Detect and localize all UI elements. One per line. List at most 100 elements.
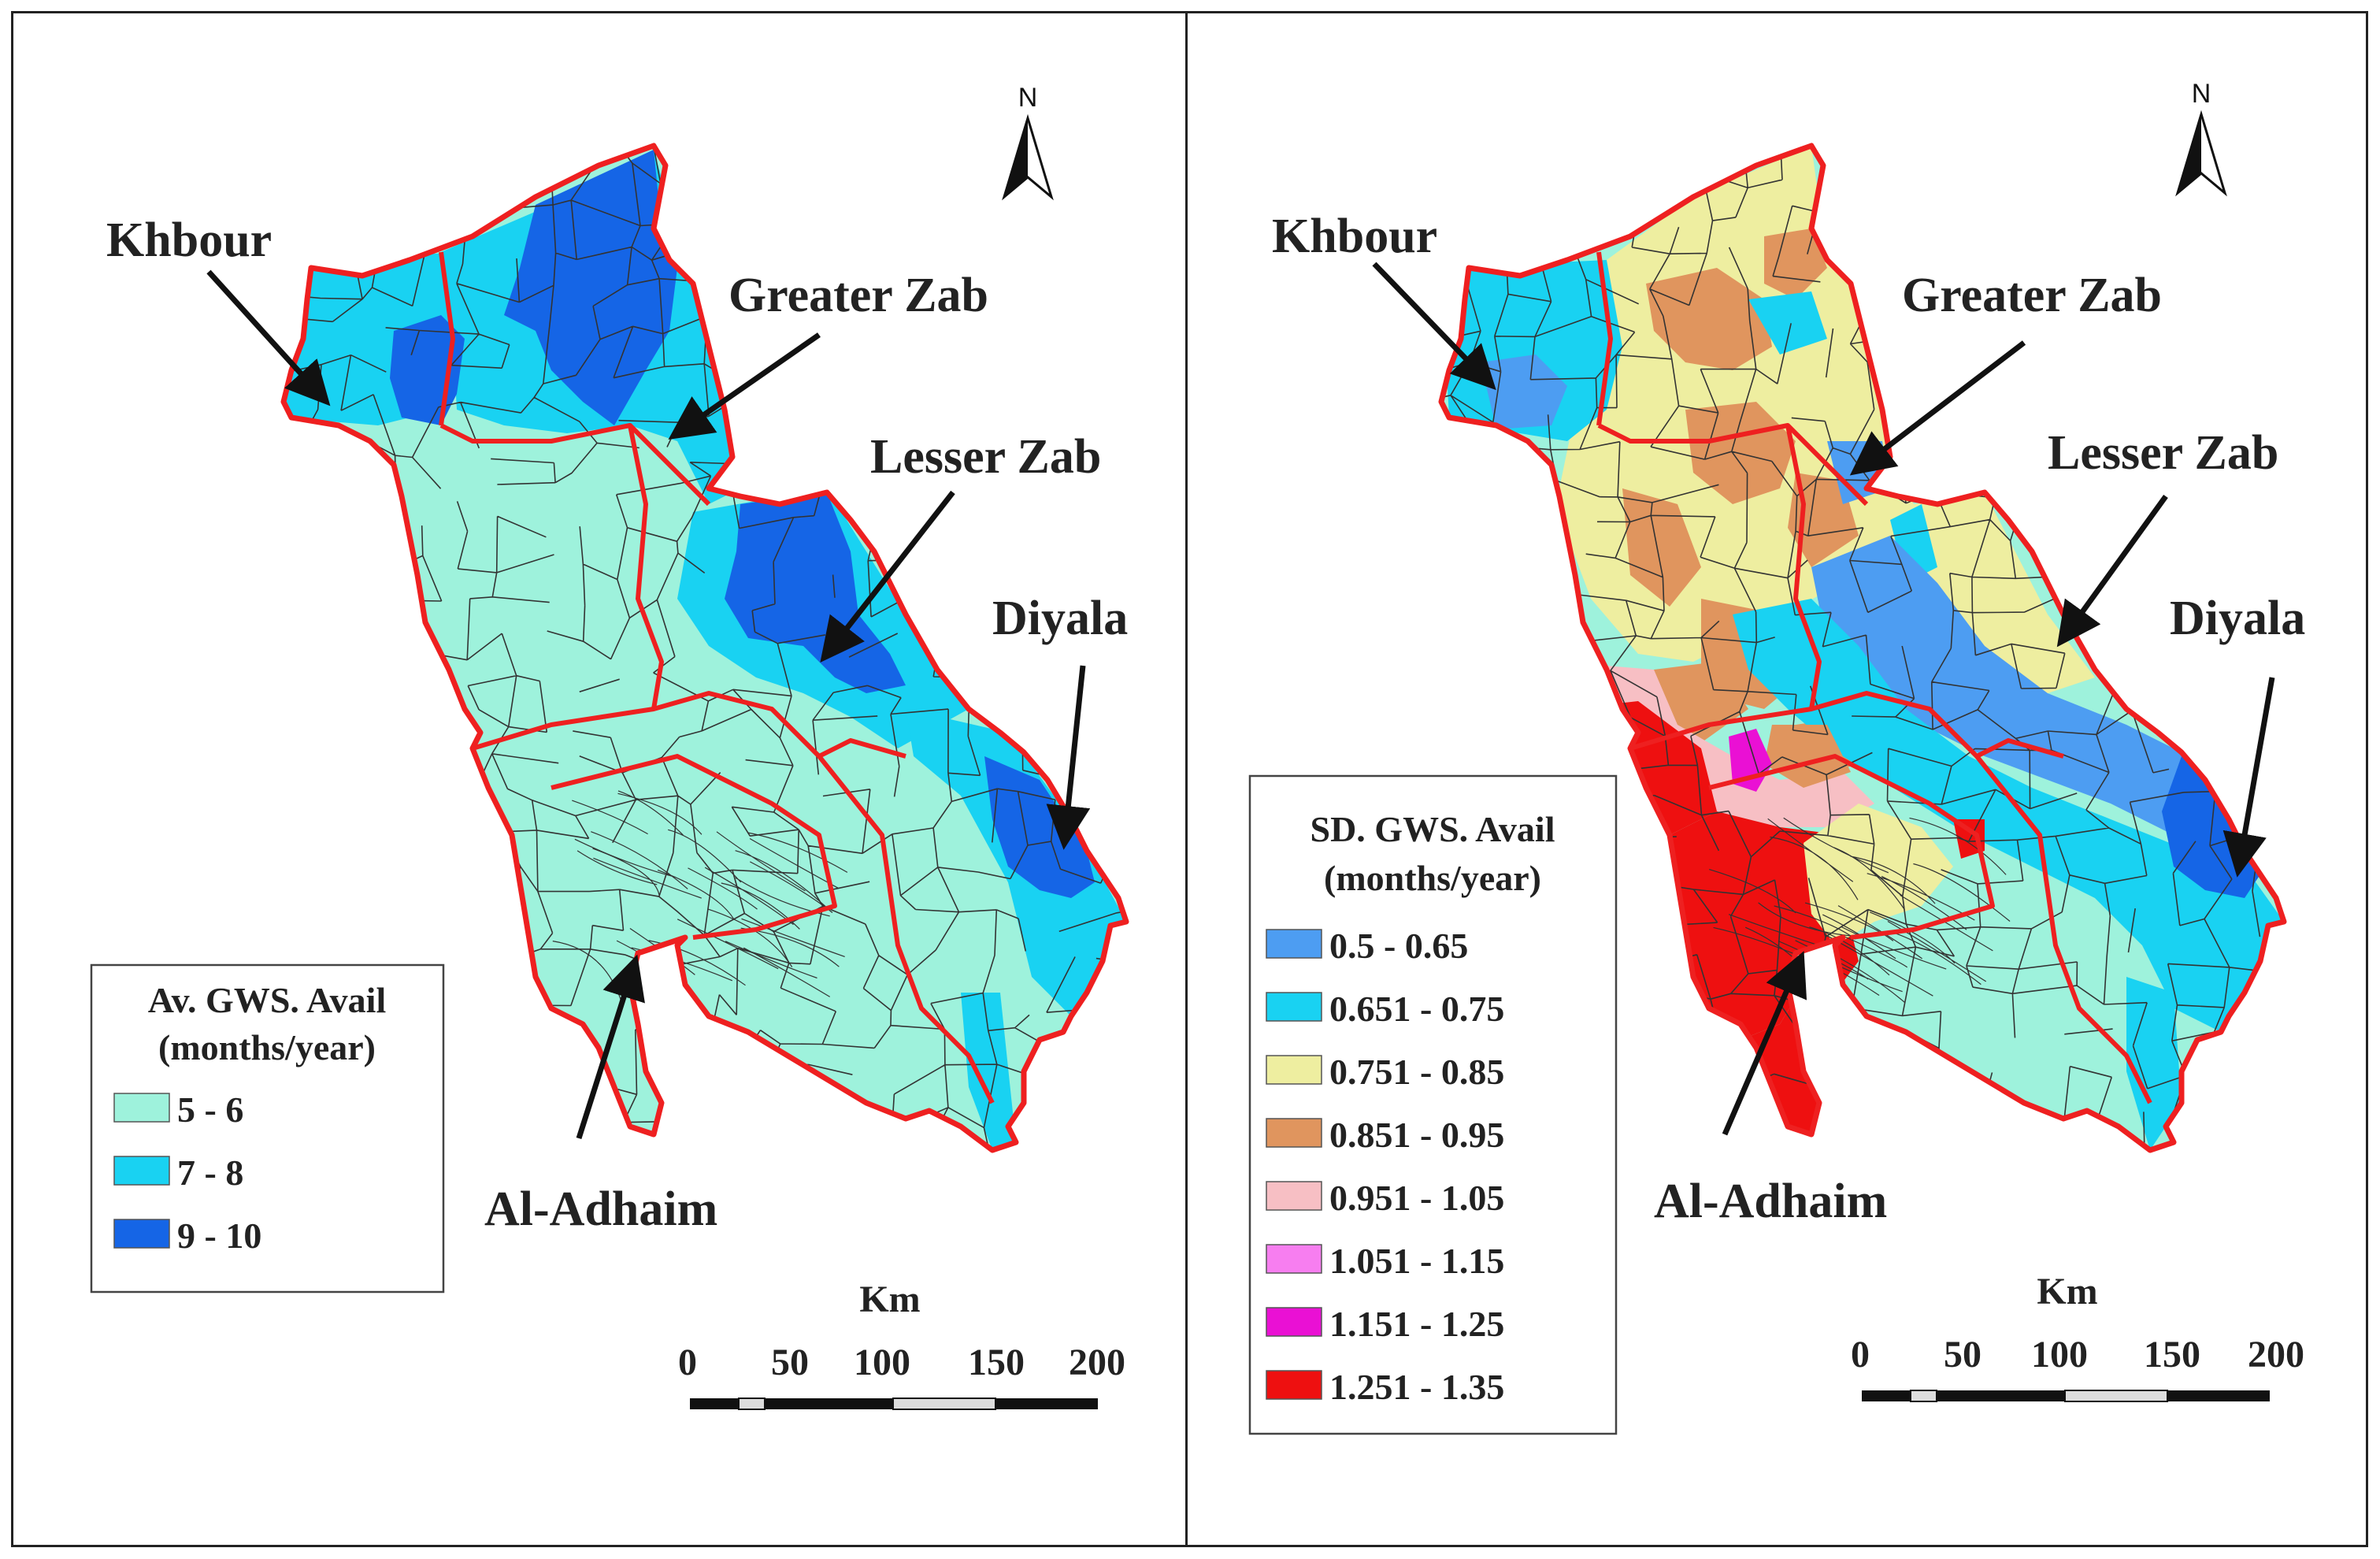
legend-item: 0.951 - 1.05 bbox=[1266, 1178, 1504, 1218]
right-arrow-diyala bbox=[2222, 677, 2275, 878]
left-basin-boundary bbox=[280, 143, 1129, 1153]
legend-swatch bbox=[1266, 1055, 1322, 1085]
scale-tick-label: 50 bbox=[1944, 1334, 1981, 1375]
right-arrow-lesser-zab bbox=[2056, 494, 2168, 648]
left-arrow-greater-zab bbox=[668, 332, 821, 440]
left-legend-title-line2: (months/year) bbox=[158, 1027, 376, 1067]
left-arrow-lesser-zab bbox=[820, 490, 955, 663]
right-scale-unit: Km bbox=[2037, 1271, 2097, 1312]
legend-item: 0.851 - 0.95 bbox=[1266, 1115, 1504, 1155]
legend-swatch bbox=[1266, 1181, 1322, 1211]
right-zone-0-851-0-95-south bbox=[1764, 725, 1851, 788]
left-label-diyala: Diyala bbox=[992, 592, 1128, 645]
left-arrow-khbour bbox=[206, 269, 331, 406]
right-zone-0-5-0-65-khbour bbox=[1481, 354, 1567, 429]
subbasin-channel-network bbox=[1709, 817, 2011, 1003]
left-river-labels: Khbour Greater Zab Lesser Zab Diyala Al-… bbox=[106, 213, 1128, 1236]
legend-item: 0.651 - 0.75 bbox=[1266, 989, 1504, 1029]
legend-label: 0.5 - 0.65 bbox=[1329, 926, 1468, 966]
right-arrow-greater-zab bbox=[1849, 340, 2026, 476]
left-legend: Av. GWS. Avail (months/year) 5 - 6 7 - 8 9… bbox=[90, 963, 445, 1294]
right-legend-title-line1: SD. GWS. Avail bbox=[1310, 809, 1555, 849]
legend-label: 0.851 - 0.95 bbox=[1329, 1115, 1504, 1155]
scale-tick-label: 100 bbox=[854, 1342, 910, 1383]
right-zone-0-651-0-75-southeast bbox=[2126, 977, 2182, 1150]
right-scale-bar: Km 0 50 100 150 200 bbox=[1851, 1271, 2304, 1402]
scale-tick-label: 200 bbox=[1069, 1342, 1125, 1383]
legend-item: 0.751 - 0.85 bbox=[1266, 1052, 1504, 1092]
legend-swatch bbox=[1266, 992, 1322, 1022]
legend-swatch bbox=[1266, 1370, 1322, 1400]
left-scale-bar-segments bbox=[690, 1398, 1098, 1410]
scale-tick-label: 100 bbox=[2031, 1334, 2088, 1375]
right-zone-1-251-1-35-west bbox=[1567, 701, 1859, 1134]
scale-tick-label: 0 bbox=[678, 1342, 697, 1383]
left-legend-title-line1: Av. GWS. Avail bbox=[148, 980, 386, 1020]
left-zone-7-8-southeast bbox=[961, 993, 1016, 1150]
right-zone-0-651-0-75-central-band bbox=[1733, 599, 2284, 1032]
right-zone-0-651-0-75-north bbox=[1748, 291, 1827, 354]
right-label-greater-zab: Greater Zab bbox=[1902, 269, 2162, 322]
scale-tick-label: 50 bbox=[771, 1342, 809, 1383]
legend-swatch bbox=[1266, 1307, 1322, 1337]
right-scale-bar-segments bbox=[1862, 1390, 2270, 1402]
right-legend: SD. GWS. Avail (months/year) 0.5 - 0.65 0… bbox=[1248, 774, 1618, 1435]
left-zone-9-10-diyala bbox=[984, 756, 1095, 898]
right-label-al-adhaim: Al-Adhaim bbox=[1654, 1175, 1887, 1228]
right-arrow-al-adhaim bbox=[1722, 951, 1807, 1136]
legend-swatch bbox=[1266, 1118, 1322, 1148]
left-label-khbour: Khbour bbox=[106, 213, 272, 267]
left-arrow-diyala bbox=[1046, 665, 1091, 850]
right-zone-0-851-0-95-f bbox=[1764, 228, 1827, 299]
legend-swatch bbox=[113, 1156, 170, 1186]
legend-label: 1.151 - 1.25 bbox=[1329, 1304, 1504, 1344]
legend-item: 1.051 - 1.15 bbox=[1266, 1241, 1504, 1281]
right-zone-0-851-0-95-a bbox=[1646, 268, 1772, 370]
legend-item: 0.5 - 0.65 bbox=[1266, 926, 1468, 966]
scale-tick-label: 150 bbox=[968, 1342, 1025, 1383]
left-north-label: N bbox=[1018, 83, 1038, 113]
scale-tick-label: 150 bbox=[2144, 1334, 2200, 1375]
left-zone-9-10-greater-zab bbox=[504, 150, 677, 425]
legend-item: 1.251 - 1.35 bbox=[1266, 1367, 1504, 1407]
legend-item: 7 - 8 bbox=[113, 1153, 243, 1193]
left-internal-basin-boundaries bbox=[439, 251, 995, 1104]
legend-label: 5 - 6 bbox=[177, 1089, 243, 1130]
legend-label: 0.651 - 0.75 bbox=[1329, 989, 1504, 1029]
left-arrow-al-adhaim bbox=[576, 954, 645, 1140]
left-scale-unit: Km bbox=[859, 1279, 920, 1320]
right-river-labels: Khbour Greater Zab Lesser Zab Diyala Al-… bbox=[1272, 210, 2305, 1228]
legend-label: 1.051 - 1.15 bbox=[1329, 1241, 1504, 1281]
legend-item: 1.151 - 1.25 bbox=[1266, 1304, 1504, 1344]
right-map: N Khbour Greater Zab Lesser Zab Diyala A… bbox=[1248, 79, 2305, 1435]
right-north-label: N bbox=[2192, 79, 2211, 109]
legend-label: 0.951 - 1.05 bbox=[1329, 1178, 1504, 1218]
right-legend-title-line2: (months/year) bbox=[1324, 858, 1541, 898]
subbasin-channel-network bbox=[552, 790, 848, 1004]
right-label-khbour: Khbour bbox=[1272, 210, 1437, 263]
right-north-arrow: N bbox=[2175, 79, 2227, 197]
right-basin-boundary bbox=[1438, 143, 2287, 1153]
legend-item: 5 - 6 bbox=[113, 1089, 243, 1130]
right-panel-frame bbox=[1185, 11, 2368, 1547]
legend-label: 1.251 - 1.35 bbox=[1329, 1367, 1504, 1407]
right-zone-0-651-0-75-khbour bbox=[1441, 260, 1622, 441]
left-label-al-adhaim: Al-Adhaim bbox=[484, 1182, 717, 1236]
scale-tick-label: 0 bbox=[1851, 1334, 1870, 1375]
right-label-lesser-zab: Lesser Zab bbox=[2048, 426, 2278, 480]
left-north-arrow: N bbox=[1002, 83, 1054, 201]
legend-label: 0.751 - 0.85 bbox=[1329, 1052, 1504, 1092]
legend-swatch bbox=[113, 1093, 170, 1123]
legend-label: 7 - 8 bbox=[177, 1153, 243, 1193]
right-internal-basin-boundaries bbox=[1596, 251, 2152, 1104]
legend-swatch bbox=[1266, 1244, 1322, 1274]
scale-tick-label: 200 bbox=[2248, 1334, 2304, 1375]
left-label-lesser-zab: Lesser Zab bbox=[870, 430, 1101, 484]
legend-swatch bbox=[1266, 929, 1322, 959]
legend-swatch bbox=[113, 1219, 170, 1249]
right-label-diyala: Diyala bbox=[2170, 592, 2305, 645]
right-zone-0-5-0-65-central-band bbox=[1811, 536, 2237, 851]
left-scale-bar: Km 0 50 100 150 200 bbox=[678, 1279, 1125, 1410]
right-arrow-khbour bbox=[1372, 262, 1496, 391]
